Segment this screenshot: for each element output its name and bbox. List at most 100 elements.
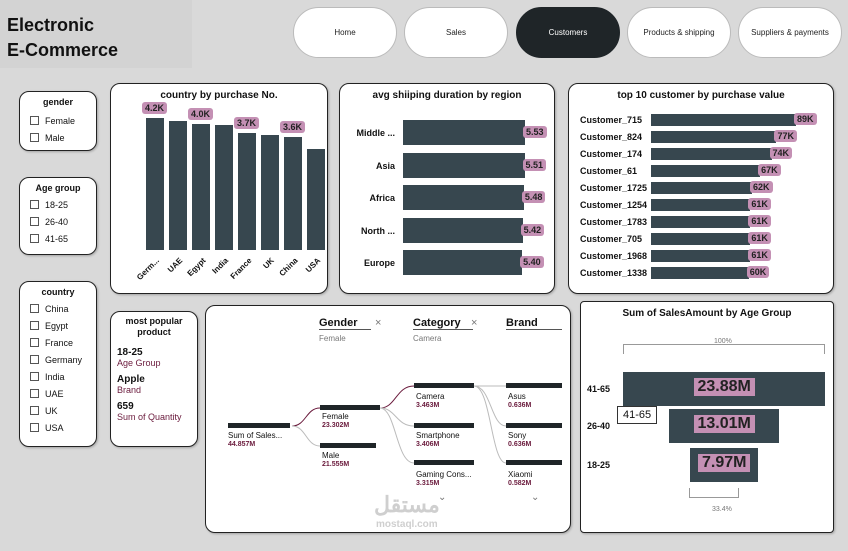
shipping-bar[interactable] xyxy=(403,152,525,178)
option-label: USA xyxy=(45,422,64,433)
checkbox-icon[interactable] xyxy=(30,133,39,142)
customer-bar[interactable] xyxy=(651,250,751,262)
popular-title: most popular product xyxy=(125,316,183,337)
age-option-41-65[interactable]: 41-65 xyxy=(20,230,96,247)
checkbox-icon[interactable] xyxy=(30,234,39,243)
country-option-india[interactable]: India xyxy=(20,368,96,385)
tree-node-smartphone-bar[interactable] xyxy=(414,423,474,428)
customer-data-label: 61K xyxy=(748,232,771,244)
checkbox-icon[interactable] xyxy=(30,217,39,226)
customer-bar[interactable] xyxy=(651,131,777,143)
shipping-data-label: 5.42 xyxy=(520,223,545,236)
gender-option-female[interactable]: Female xyxy=(20,112,96,129)
region-tick-label: Asia xyxy=(375,160,395,171)
customer-bar[interactable] xyxy=(651,267,749,279)
close-icon[interactable]: × xyxy=(375,317,382,329)
tree-header-category[interactable]: Category xyxy=(413,317,473,330)
country-bar[interactable] xyxy=(192,123,210,250)
checkbox-icon[interactable] xyxy=(30,321,39,330)
country-bar[interactable] xyxy=(284,136,302,250)
checkbox-icon[interactable] xyxy=(30,406,39,415)
country-bar[interactable] xyxy=(238,133,256,250)
country-bar[interactable] xyxy=(215,125,233,250)
region-tick-label: Europe xyxy=(363,258,395,268)
tree-node-asus-bar[interactable] xyxy=(506,383,562,388)
nav-home-button[interactable]: Home xyxy=(293,7,397,58)
nav-suppliers-payments-button[interactable]: Suppliers & payments xyxy=(738,7,842,58)
tree-connector-xiaomi xyxy=(473,385,507,464)
gender-slicer-title: gender xyxy=(42,97,73,107)
funnel-top-pct: 100% xyxy=(714,338,732,345)
country-tick-label: India xyxy=(210,256,231,276)
country-option-uae[interactable]: UAE xyxy=(20,385,96,402)
shipping-data-label: 5.51 xyxy=(522,158,547,171)
customer-bar[interactable] xyxy=(651,199,751,211)
tree-header-brand[interactable]: Brand xyxy=(506,317,562,330)
country-slicer-title: country xyxy=(41,287,75,297)
country-option-uk[interactable]: UK xyxy=(20,402,96,419)
country-bar[interactable] xyxy=(169,120,187,250)
country-bar[interactable] xyxy=(146,117,164,250)
close-icon[interactable]: × xyxy=(471,317,478,329)
country-option-china[interactable]: China xyxy=(20,300,96,317)
nav-products-shipping-button[interactable]: Products & shipping xyxy=(627,7,731,58)
nav-customers-button[interactable]: Customers xyxy=(516,7,620,58)
customer-tick-label: Customer_1338 xyxy=(580,268,648,278)
customer-bar[interactable] xyxy=(651,182,752,194)
funnel-data-label: 13.01M xyxy=(693,415,755,433)
checkbox-icon[interactable] xyxy=(30,338,39,347)
tree-connectors xyxy=(291,385,507,464)
country-option-usa[interactable]: USA xyxy=(20,419,96,436)
country-bar[interactable] xyxy=(261,134,279,250)
tree-node-gaming-bar[interactable] xyxy=(414,460,474,465)
shipping-bar[interactable] xyxy=(403,250,523,275)
customer-tick-label: Customer_174 xyxy=(580,149,643,159)
customer-bar[interactable] xyxy=(651,148,772,160)
checkbox-icon[interactable] xyxy=(30,116,39,125)
customer-bar[interactable] xyxy=(651,233,751,245)
option-label: 41-65 xyxy=(45,233,69,244)
checkbox-icon[interactable] xyxy=(30,389,39,398)
customer-data-label: 89K xyxy=(794,113,817,125)
shipping-bar[interactable] xyxy=(403,217,523,243)
country-tick-label: UAE xyxy=(166,256,185,275)
country-option-france[interactable]: France xyxy=(20,334,96,351)
checkbox-icon[interactable] xyxy=(30,423,39,432)
country-data-label: 4.0K xyxy=(188,107,214,120)
option-label: Egypt xyxy=(45,320,69,331)
gender-option-male[interactable]: Male xyxy=(20,129,96,146)
checkbox-icon[interactable] xyxy=(30,372,39,381)
checkbox-icon[interactable] xyxy=(30,355,39,364)
chevron-down-icon[interactable]: ⌄ xyxy=(438,492,447,503)
tree-node-camera-bar[interactable] xyxy=(414,383,474,388)
popular-brand-value: Apple xyxy=(117,374,145,385)
tree-node-female-value: 23.302M xyxy=(322,422,350,429)
shipping-bar[interactable] xyxy=(403,185,524,210)
tree-node-sony-bar[interactable] xyxy=(506,423,562,428)
customer-bar[interactable] xyxy=(651,165,761,177)
customer-bar[interactable] xyxy=(651,114,796,126)
nav-sales-button[interactable]: Sales xyxy=(404,7,508,58)
country-bar[interactable] xyxy=(307,149,325,250)
customer-tick-label: Customer_1968 xyxy=(580,251,648,261)
option-label: China xyxy=(45,303,69,314)
shipping-bar[interactable] xyxy=(403,120,525,145)
chevron-down-icon[interactable]: ⌄ xyxy=(531,492,540,503)
country-tick-label: UK xyxy=(261,256,277,271)
tree-node-female-bar[interactable] xyxy=(320,405,380,410)
country-option-germany[interactable]: Germany xyxy=(20,351,96,368)
tree-node-sony-value: 0.636M xyxy=(508,441,532,448)
tree-node-xiaomi-bar[interactable] xyxy=(506,460,562,465)
age-option-18-25[interactable]: 18-25 xyxy=(20,196,96,213)
checkbox-icon[interactable] xyxy=(30,200,39,209)
tree-header-gender[interactable]: Gender xyxy=(319,317,371,330)
age-option-26-40[interactable]: 26-40 xyxy=(20,213,96,230)
tree-node-root-bar[interactable] xyxy=(228,423,290,428)
checkbox-icon[interactable] xyxy=(30,304,39,313)
chart-title: top 10 customer by purchase value xyxy=(617,90,785,101)
country-option-egypt[interactable]: Egypt xyxy=(20,317,96,334)
region-tick-label: North ... xyxy=(361,225,395,236)
customer-data-label: 61K xyxy=(748,215,771,227)
customer-bar[interactable] xyxy=(651,216,751,228)
tree-node-male-bar[interactable] xyxy=(320,443,376,448)
